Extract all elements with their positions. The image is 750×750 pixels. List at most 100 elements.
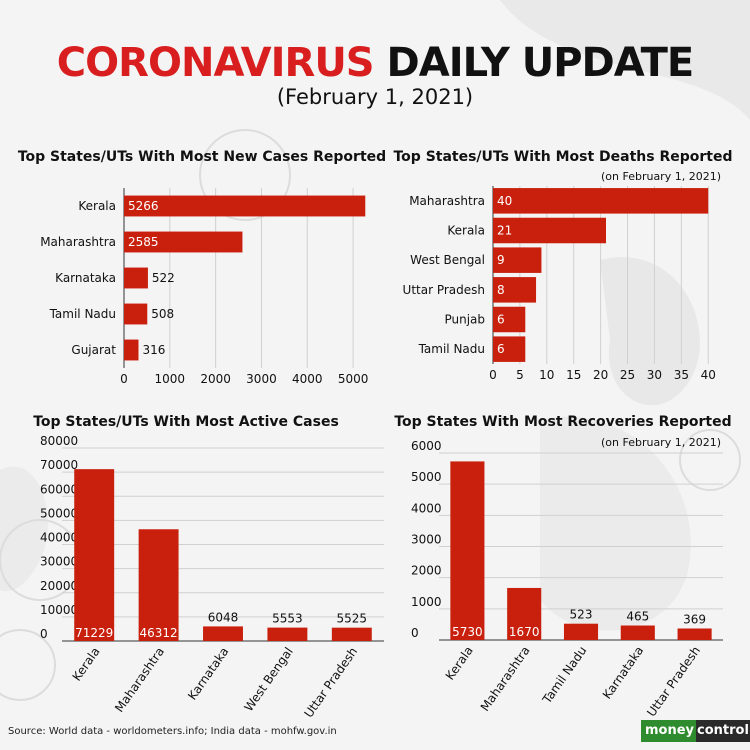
category-label: Maharashtra xyxy=(409,194,485,208)
bar xyxy=(74,469,115,641)
category-label: Kerala xyxy=(447,224,485,238)
bar xyxy=(138,529,179,641)
x-tick-label: 4000 xyxy=(292,372,323,386)
category-label: Tamil Nadu xyxy=(418,342,485,356)
category-label: Punjab xyxy=(444,313,485,327)
virus-icon xyxy=(0,129,741,701)
bar xyxy=(124,195,366,217)
bar xyxy=(124,267,148,289)
category-label: West Bengal xyxy=(410,253,485,267)
category-label: Kerala xyxy=(70,645,103,684)
category-label: Tamil Nadu xyxy=(539,644,589,707)
data-label: 5553 xyxy=(272,612,303,626)
bar xyxy=(507,587,542,640)
category-label: Maharashtra xyxy=(478,644,533,714)
bar xyxy=(124,231,243,253)
page-title: CORONAVIRUS DAILY UPDATE xyxy=(0,38,750,88)
y-tick-label: 60000 xyxy=(40,482,78,496)
data-label: 9 xyxy=(497,253,505,267)
data-label: 465 xyxy=(626,610,649,624)
data-label: 8 xyxy=(497,283,505,297)
data-label: 1670 xyxy=(509,625,540,639)
category-label: Maharashtra xyxy=(40,235,116,249)
y-tick-label: 5000 xyxy=(411,470,442,484)
data-label: 5266 xyxy=(128,199,159,213)
y-tick-label: 20000 xyxy=(40,579,78,593)
x-tick-label: 20 xyxy=(593,368,608,382)
chart-note: (on February 1, 2021) xyxy=(601,170,721,183)
y-tick-label: 80000 xyxy=(40,434,78,448)
y-tick-label: 0 xyxy=(40,627,48,641)
y-tick-label: 4000 xyxy=(411,501,442,515)
data-label: 21 xyxy=(497,224,512,238)
y-tick-label: 2000 xyxy=(411,564,442,578)
category-label: Uttar Pradesh xyxy=(301,645,360,721)
data-label: 369 xyxy=(683,612,706,626)
bar xyxy=(493,277,537,303)
x-tick-label: 35 xyxy=(674,368,689,382)
data-label: 508 xyxy=(151,307,174,321)
data-label: 5730 xyxy=(452,625,483,639)
bar xyxy=(493,336,526,362)
bar xyxy=(620,625,655,640)
title-black-part: DAILY UPDATE xyxy=(386,40,695,86)
x-tick-label: 2000 xyxy=(200,372,231,386)
x-tick-label: 40 xyxy=(701,368,716,382)
data-label: 6 xyxy=(497,313,505,327)
category-label: Karnataka xyxy=(600,644,646,702)
x-tick-label: 10 xyxy=(539,368,554,382)
y-tick-label: 10000 xyxy=(40,603,78,617)
chart-title: Top States/UTs With Most Deaths Reported xyxy=(393,149,732,165)
y-tick-label: 6000 xyxy=(411,439,442,453)
category-label: West Bengal xyxy=(241,645,295,714)
category-label: Maharashtra xyxy=(112,645,167,715)
data-label: 46312 xyxy=(140,626,178,640)
data-label: 71229 xyxy=(75,626,113,640)
source-note: Source: World data - worldometers.info; … xyxy=(8,726,337,737)
logo-control: control xyxy=(696,720,750,742)
category-label: Karnataka xyxy=(55,271,116,285)
x-tick-label: 0 xyxy=(120,372,128,386)
category-label: Gujarat xyxy=(71,343,116,357)
data-label: 6048 xyxy=(208,610,239,624)
y-tick-label: 1000 xyxy=(411,595,442,609)
bar xyxy=(124,303,148,325)
data-label: 6 xyxy=(497,342,505,356)
page-subtitle: (February 1, 2021) xyxy=(276,85,474,109)
data-label: 522 xyxy=(152,271,175,285)
bar xyxy=(677,628,712,640)
new-cases-chart: Top States/UTs With Most New Cases Repor… xyxy=(18,149,386,386)
data-label: 316 xyxy=(142,343,165,357)
bar xyxy=(331,627,372,641)
category-label: Tamil Nadu xyxy=(49,307,116,321)
moneycontrol-logo: money control xyxy=(641,720,750,742)
x-tick-label: 5000 xyxy=(338,372,369,386)
bar xyxy=(493,188,709,214)
bar xyxy=(203,626,243,641)
data-label: 2585 xyxy=(128,235,159,249)
y-tick-label: 30000 xyxy=(40,555,78,569)
data-label: 5525 xyxy=(337,612,368,626)
chart-title: Top States/UTs With Most New Cases Repor… xyxy=(18,149,386,165)
bar xyxy=(450,461,485,640)
active-cases-chart: Top States/UTs With Most Active Cases 0 10… xyxy=(33,414,384,720)
category-label: Uttar Pradesh xyxy=(403,283,485,297)
category-label: Kerala xyxy=(78,199,116,213)
data-label: 523 xyxy=(570,608,593,622)
x-tick-label: 1000 xyxy=(155,372,186,386)
category-label: Karnataka xyxy=(185,645,231,703)
chart-title: Top States With Most Recoveries Reported xyxy=(394,414,731,430)
bar xyxy=(124,339,139,361)
bar xyxy=(493,247,542,273)
x-tick-label: 25 xyxy=(620,368,635,382)
x-tick-label: 15 xyxy=(566,368,581,382)
y-tick-label: 40000 xyxy=(40,531,78,545)
y-tick-label: 70000 xyxy=(40,458,78,472)
bar xyxy=(563,623,599,640)
title-red-part: CORONAVIRUS xyxy=(56,40,375,86)
bar xyxy=(267,627,308,641)
deaths-chart: Top States/UTs With Most Deaths Reported… xyxy=(393,149,732,382)
x-tick-label: 3000 xyxy=(246,372,277,386)
